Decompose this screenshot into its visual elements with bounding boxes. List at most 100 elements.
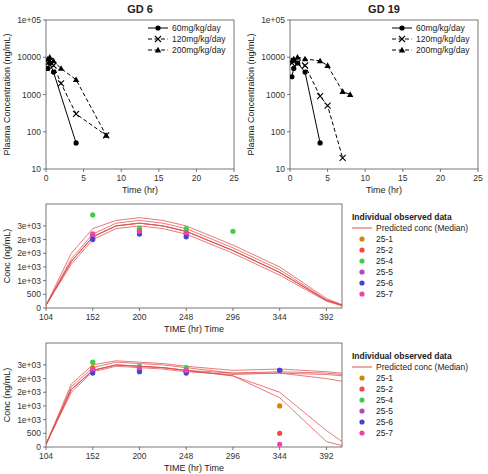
y-tick-label: 1e+03 [17, 262, 41, 272]
legend-label: Predicted conc (Median) [376, 223, 468, 233]
legend-entry: 25-2 [359, 384, 393, 394]
legend-label: 25-6 [376, 417, 393, 427]
legend-label: 60mg/kg/day [416, 23, 465, 33]
x-tick-label: 15 [154, 173, 164, 183]
x-tick-label: 200 [132, 312, 146, 322]
y-tick-label: 10 [32, 164, 42, 174]
x-tick-label: 152 [86, 451, 100, 461]
legend-entry: 25-2 [359, 245, 393, 255]
y-axis-label: Conc (ng/mL) [2, 368, 12, 423]
series-line [48, 57, 106, 135]
y-tick [43, 94, 46, 95]
y-tick-label: 500 [27, 428, 41, 438]
scatter-point [277, 368, 282, 373]
x-tick-label: 5 [81, 173, 86, 183]
x-tick-label: 20 [436, 173, 446, 183]
x-tick [46, 308, 47, 311]
chart-title: GD 6 [127, 3, 153, 15]
y-tick [43, 225, 46, 226]
legend-entry: 120mg/kg/day [392, 34, 470, 44]
y-tick [287, 94, 290, 95]
scatter-point [137, 365, 142, 370]
x-tick-label: 104 [39, 312, 53, 322]
legend-label: 25-2 [376, 384, 393, 394]
x-tick-label: 25 [473, 173, 483, 183]
legend-entry: 25-6 [359, 278, 393, 288]
y-axis-label: Conc (ng/mL) [2, 229, 12, 284]
legend-swatch [359, 247, 364, 252]
scatter-point [137, 229, 142, 234]
series-marker [73, 76, 79, 82]
series-marker [58, 65, 64, 71]
legend-label: 25-6 [376, 278, 393, 288]
series-line [46, 361, 342, 444]
y-tick [43, 266, 46, 267]
legend-entry: 25-6 [359, 417, 393, 427]
plot-frame [290, 20, 478, 169]
x-tick-label: 0 [44, 173, 49, 183]
legend-label: 25-1 [376, 234, 393, 244]
series-marker [325, 103, 331, 109]
scatter-point [90, 237, 95, 242]
scatter-point [90, 366, 95, 371]
chart-panel: GD 190510152025101001000100001e+05Time (… [246, 3, 483, 195]
x-tick-label: 344 [273, 451, 287, 461]
scatter-point [277, 368, 282, 373]
series-marker [290, 74, 294, 79]
legend: 60mg/kg/day120mg/kg/day200mg/kg/day [148, 23, 226, 55]
y-tick-label: 10000 [261, 52, 285, 62]
x-tick-label: 248 [179, 312, 193, 322]
x-tick [478, 169, 479, 172]
series-line [46, 220, 342, 305]
y-tick [43, 419, 46, 420]
legend-marker [155, 25, 160, 30]
legend-marker [399, 36, 405, 42]
plot-frame [46, 20, 234, 169]
series-marker [51, 63, 57, 69]
scatter-point [277, 368, 282, 373]
x-tick-label: 104 [39, 451, 53, 461]
y-tick-label: 1000 [266, 90, 285, 100]
scatter-point [230, 229, 235, 234]
series-line [46, 223, 342, 305]
legend-marker [155, 47, 161, 53]
legend-swatch [359, 258, 364, 263]
chart-panel: GD 60510152025101001000100001e+05Time (h… [2, 3, 239, 195]
chart-panel: 10415220024829634439205001e+031e+032e+03… [2, 204, 468, 334]
legend-label: 200mg/kg/day [416, 45, 470, 55]
series-marker [47, 54, 53, 60]
y-tick [43, 433, 46, 434]
legend-label: 25-7 [376, 289, 393, 299]
y-tick-label: 1e+03 [17, 401, 41, 411]
x-tick [234, 169, 235, 172]
x-tick-label: 296 [226, 312, 240, 322]
legend-marker [399, 25, 404, 30]
x-tick-label: 248 [179, 451, 193, 461]
x-axis-label: TIME (hr) Time [164, 463, 224, 473]
series-line [48, 61, 106, 136]
legend-label: 25-7 [376, 428, 393, 438]
series-marker [302, 63, 308, 69]
legend-swatch [359, 386, 364, 391]
x-tick [158, 169, 159, 172]
scatter-point [90, 232, 95, 237]
y-tick [43, 294, 46, 295]
legend-entry: 120mg/kg/day [148, 34, 226, 44]
x-tick [92, 308, 93, 311]
legend-entry: 25-4 [359, 395, 393, 405]
y-tick [43, 447, 46, 448]
y-tick [43, 57, 46, 58]
series-marker [347, 91, 353, 97]
plot-frame [46, 204, 342, 308]
y-tick [287, 57, 290, 58]
series-marker [73, 140, 78, 145]
legend-swatch [359, 236, 364, 241]
legend-title: Individual observed data [352, 212, 452, 222]
series-marker [302, 56, 308, 62]
x-tick [232, 308, 233, 311]
x-tick [46, 447, 47, 450]
legend-swatch [359, 408, 364, 413]
legend-swatch [359, 419, 364, 424]
legend-label: 25-2 [376, 245, 393, 255]
y-tick-label: 0 [36, 442, 41, 452]
